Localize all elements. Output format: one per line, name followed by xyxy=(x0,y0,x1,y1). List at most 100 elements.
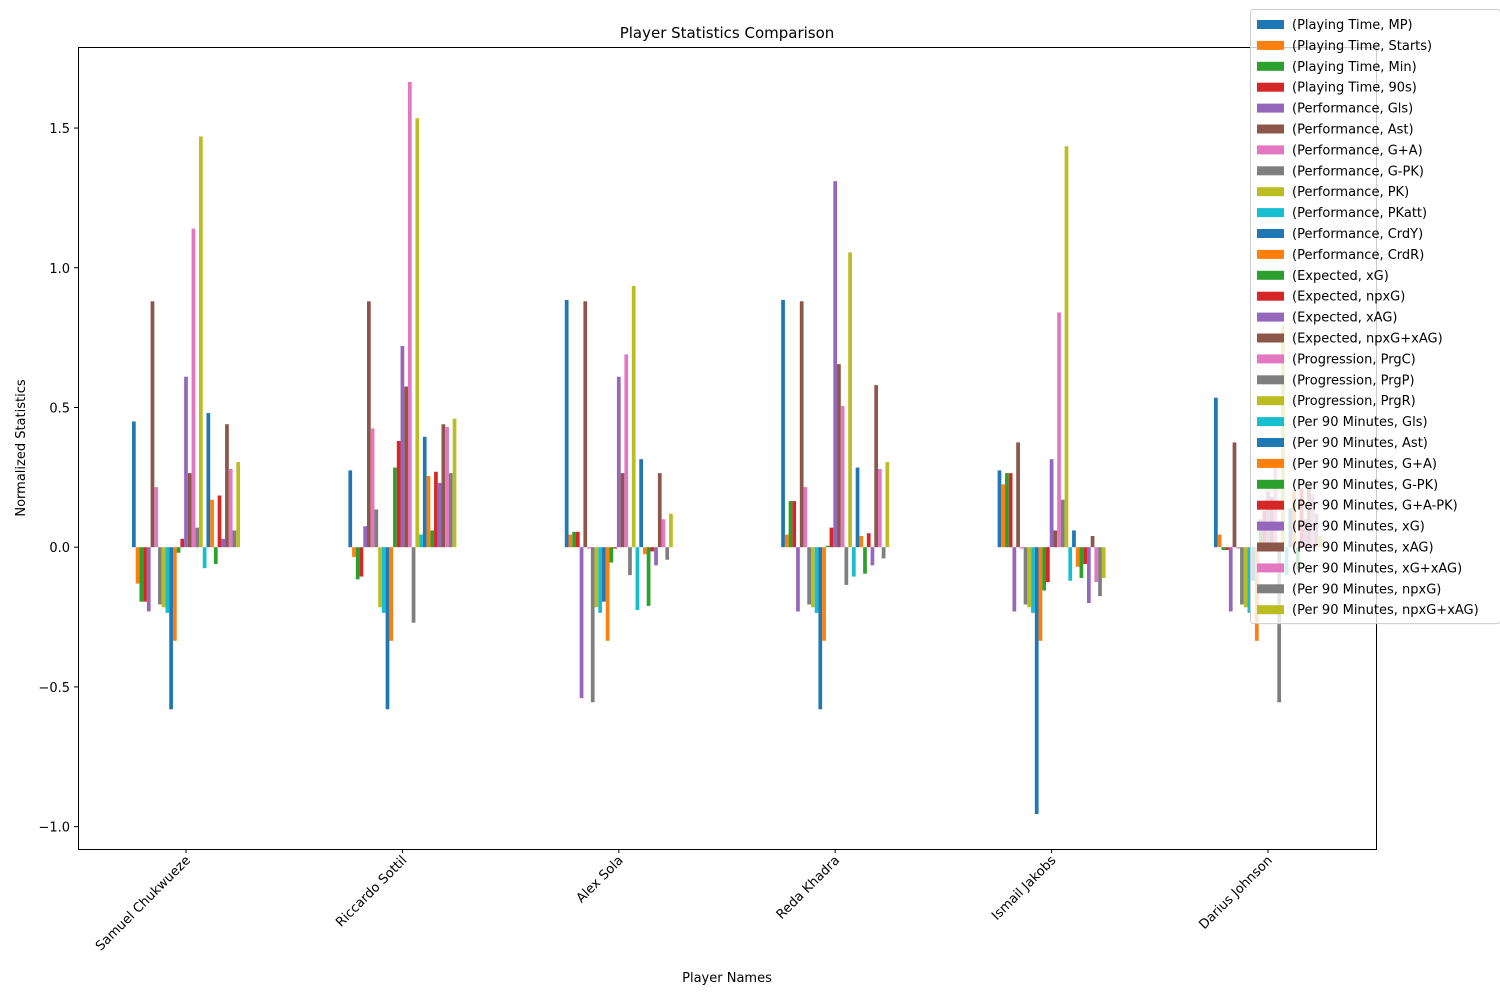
bar xyxy=(172,547,177,641)
legend-swatch xyxy=(1257,61,1284,71)
bar xyxy=(400,346,405,548)
bar xyxy=(1027,547,1032,608)
bar xyxy=(628,547,632,576)
bar xyxy=(187,473,192,548)
legend-label: (Playing Time, Min) xyxy=(1292,60,1417,75)
bar xyxy=(1008,473,1013,548)
bar xyxy=(840,406,845,548)
bar xyxy=(1090,536,1095,548)
legend-label: (Per 90 Minutes, G-PK) xyxy=(1292,478,1438,493)
bar xyxy=(646,547,651,606)
bar xyxy=(1277,547,1282,703)
bar xyxy=(784,534,789,548)
bar xyxy=(132,421,136,548)
bar xyxy=(878,468,882,548)
legend-swatch xyxy=(1257,417,1284,427)
bar xyxy=(1053,530,1058,548)
bar xyxy=(184,376,188,548)
legend-swatch xyxy=(1257,229,1284,238)
bar xyxy=(367,301,371,548)
bar xyxy=(1012,547,1017,612)
bar xyxy=(1057,312,1061,548)
legend-label: (Performance, PKatt) xyxy=(1292,206,1427,221)
bar xyxy=(1228,547,1233,612)
bar xyxy=(1031,547,1035,613)
bar xyxy=(411,547,416,623)
legend-label: (Performance, G+A) xyxy=(1292,143,1423,158)
bar xyxy=(430,530,435,548)
legend-label: (Playing Time, 90s) xyxy=(1292,81,1417,96)
legend-label: (Performance, G-PK) xyxy=(1292,164,1424,179)
legend-label: (Progression, PrgP) xyxy=(1292,373,1415,388)
bar xyxy=(796,547,800,612)
legend-label: (Per 90 Minutes, xG+xAG) xyxy=(1292,561,1462,576)
legend-label: (Per 90 Minutes, G+A-PK) xyxy=(1292,499,1458,514)
bar xyxy=(874,385,879,548)
x-tick-label: Ismail Jakobs xyxy=(989,853,1059,923)
bar xyxy=(154,487,159,548)
bar xyxy=(225,424,229,548)
bar xyxy=(583,301,588,548)
bar xyxy=(191,228,196,548)
bar xyxy=(415,118,420,548)
bar xyxy=(837,364,841,548)
bar xyxy=(1016,442,1020,548)
bar xyxy=(146,547,151,612)
bar xyxy=(1101,547,1106,578)
legend-swatch xyxy=(1257,103,1284,113)
bar xyxy=(150,301,155,548)
legend-label: (Per 90 Minutes, G+A) xyxy=(1292,457,1437,472)
bar xyxy=(1038,547,1043,641)
x-tick-label: Darius Johnson xyxy=(1196,853,1275,932)
bar xyxy=(863,547,867,574)
y-tick-label: 0.0 xyxy=(49,541,70,556)
bar xyxy=(437,482,442,548)
bar xyxy=(1064,146,1069,548)
bar xyxy=(624,354,629,548)
legend-swatch xyxy=(1257,521,1284,531)
legend: (Playing Time, MP) (Playing Time, Starts)… xyxy=(1250,9,1500,625)
bar xyxy=(594,547,599,608)
bar xyxy=(381,547,386,613)
bar xyxy=(866,533,871,548)
bar xyxy=(613,547,617,549)
bar xyxy=(792,501,797,548)
legend-label: (Expected, xG) xyxy=(1292,269,1389,284)
bar xyxy=(1214,397,1218,548)
y-tick-label: −1.0 xyxy=(38,821,70,836)
bar xyxy=(1221,547,1226,550)
bar xyxy=(788,501,793,548)
bar xyxy=(669,513,673,548)
y-tick-label: 0.5 xyxy=(49,401,70,416)
bar xyxy=(1005,473,1009,548)
bar xyxy=(143,547,147,602)
legend-swatch xyxy=(1257,249,1284,259)
chart-title: Player Statistics Comparison xyxy=(620,24,835,42)
legend-label: (Per 90 Minutes, npxG) xyxy=(1292,582,1441,597)
legend-label: (Performance, CrdR) xyxy=(1292,248,1424,263)
bar xyxy=(389,547,394,641)
bar xyxy=(1001,484,1006,548)
bar xyxy=(1225,547,1229,550)
bar xyxy=(1023,547,1028,605)
legend-swatch xyxy=(1257,145,1284,155)
bar xyxy=(419,534,423,548)
legend-swatch xyxy=(1257,500,1284,510)
x-tick-label: Reda Khadra xyxy=(774,853,843,922)
bar xyxy=(135,547,140,584)
bar xyxy=(422,436,427,548)
bar xyxy=(1079,547,1084,578)
bar xyxy=(590,547,595,703)
bar xyxy=(404,386,408,548)
legend-swatch xyxy=(1257,542,1284,552)
bar xyxy=(228,468,233,548)
bar xyxy=(654,547,658,566)
x-axis-label: Player Names xyxy=(682,971,772,986)
bar xyxy=(1042,547,1047,591)
bar xyxy=(1060,499,1065,548)
legend-swatch xyxy=(1257,208,1284,218)
bar xyxy=(1232,442,1237,548)
y-tick-label: −0.5 xyxy=(38,681,70,696)
bar xyxy=(568,534,573,548)
